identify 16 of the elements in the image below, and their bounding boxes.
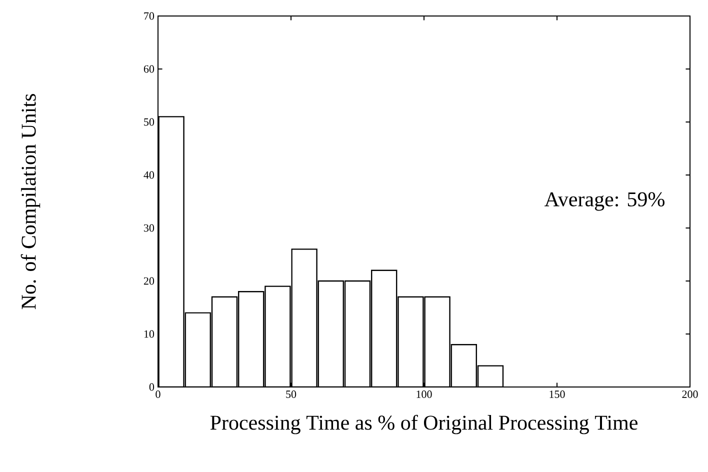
y-tick-label: 30: [144, 224, 154, 232]
annotation: Average: 59%: [544, 192, 664, 211]
y-tick-label: 20: [144, 277, 154, 285]
x-tick-label: 50: [286, 390, 296, 398]
x-tick-label: 100: [416, 390, 432, 398]
x-tick-label: 200: [682, 390, 698, 398]
y-axis-title: No. of Compilation Units: [20, 94, 40, 310]
y-tick-label: 0: [149, 383, 154, 391]
x-tick-label: 0: [156, 390, 160, 398]
y-tick-label: 70: [144, 12, 154, 20]
y-tick-label: 50: [144, 118, 154, 126]
y-tick-label: 60: [144, 65, 154, 73]
x-tick-label: 150: [550, 390, 565, 398]
y-tick-label: 40: [144, 171, 154, 179]
y-tick-label: 10: [144, 330, 154, 338]
x-axis-title: Processing Time as % of Original Processing Time: [210, 414, 638, 434]
